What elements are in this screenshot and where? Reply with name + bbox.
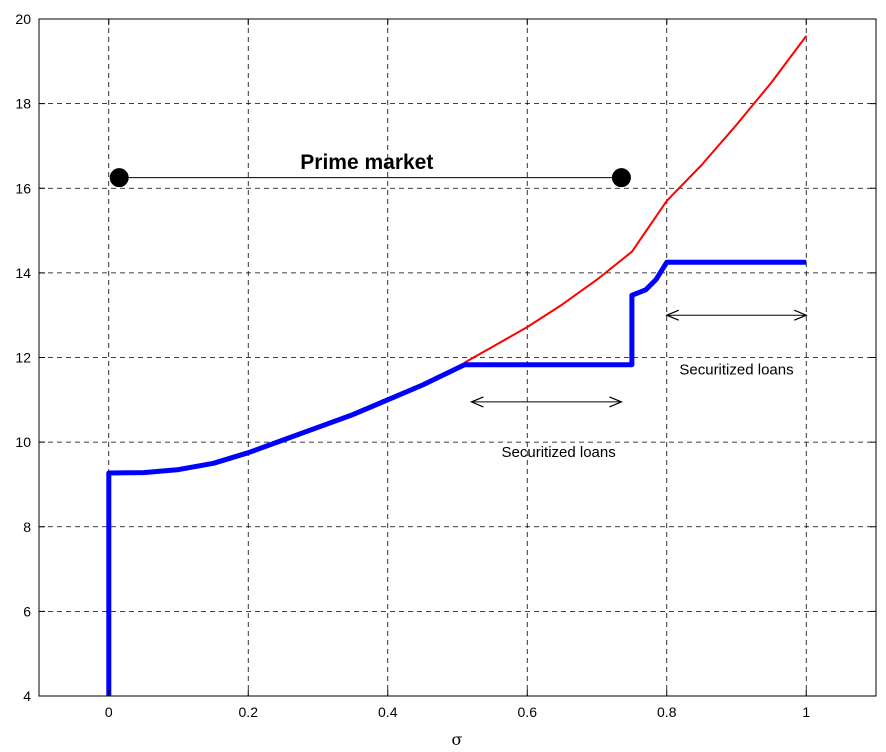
annotations-layer: Prime market Securitized loans Securitized… [109, 151, 808, 461]
range-endpoint-marker [611, 168, 631, 188]
x-tick-label: 0.2 [239, 704, 259, 720]
securitized-loans-label: Securitized loans [502, 444, 616, 461]
x-tick-label: 0.6 [518, 704, 538, 720]
x-tick-label: 0.4 [378, 704, 398, 720]
y-tick-label: 16 [15, 180, 31, 196]
securitized-loans-label: Securitized loans [679, 361, 793, 378]
grid [39, 19, 876, 696]
series-layer [106, 35, 808, 696]
x-axis-label: σ [452, 730, 463, 749]
x-tick-label: 1 [802, 704, 810, 720]
prime-market-label: Prime market [300, 151, 433, 174]
x-tick-label: 0.8 [657, 704, 677, 720]
arrow-head-left [469, 396, 484, 408]
y-tick-label: 18 [15, 96, 31, 112]
y-tick-label: 8 [23, 519, 31, 535]
y-tick-label: 4 [23, 688, 31, 704]
x-tick-label: 0 [105, 704, 113, 720]
y-tick-label: 14 [15, 265, 31, 281]
red-series-line [464, 35, 808, 364]
y-tick-label: 12 [15, 350, 31, 366]
arrow-head-right [794, 309, 808, 321]
y-tick-label: 10 [15, 434, 31, 450]
arrow-head-left [665, 309, 679, 321]
blue-series-line [106, 259, 807, 696]
y-tick-label: 20 [15, 11, 31, 27]
y-tick-label: 6 [23, 603, 31, 619]
arrow-head-right [609, 396, 623, 408]
range-endpoint-marker [109, 168, 129, 188]
